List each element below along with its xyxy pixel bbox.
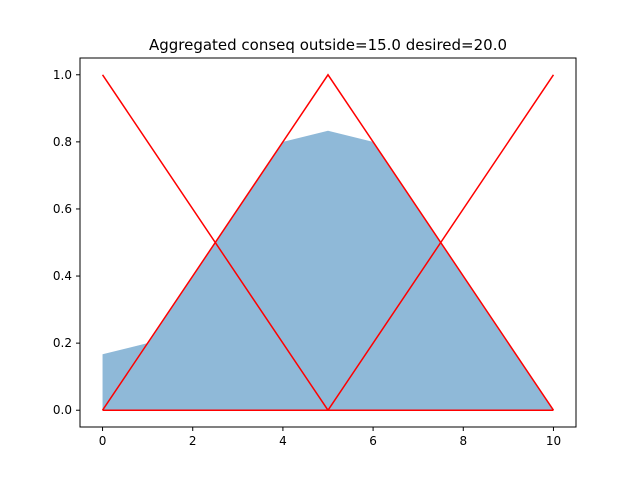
- x-tick-label: 6: [369, 434, 377, 448]
- y-axis: 0.0 0.2 0.4 0.6 0.8 1.0: [53, 68, 80, 417]
- series-line-3: [102, 74, 555, 411]
- y-tick-label: 0.0: [53, 403, 72, 417]
- chart-title: Aggregated conseq outside=15.0 desired=2…: [149, 36, 507, 54]
- x-tick-label: 0: [99, 434, 107, 448]
- x-tick-label: 4: [279, 434, 287, 448]
- y-tick-label: 0.2: [53, 336, 72, 350]
- x-axis: 0 2 4 6 8 10: [99, 427, 561, 448]
- fill-layer: [102, 130, 554, 411]
- x-tick-label: 10: [546, 434, 561, 448]
- y-tick-label: 0.8: [53, 135, 72, 149]
- x-tick-label: 2: [189, 434, 197, 448]
- series-layer: [101, 73, 555, 411]
- axes-frame: [79, 57, 577, 428]
- aggregated-area: [102, 130, 554, 411]
- series-line-2: [101, 73, 555, 411]
- y-tick-label: 0.4: [53, 269, 72, 283]
- x-tick-label: 8: [459, 434, 467, 448]
- y-tick-label: 0.6: [53, 202, 72, 216]
- y-tick-label: 1.0: [53, 68, 72, 82]
